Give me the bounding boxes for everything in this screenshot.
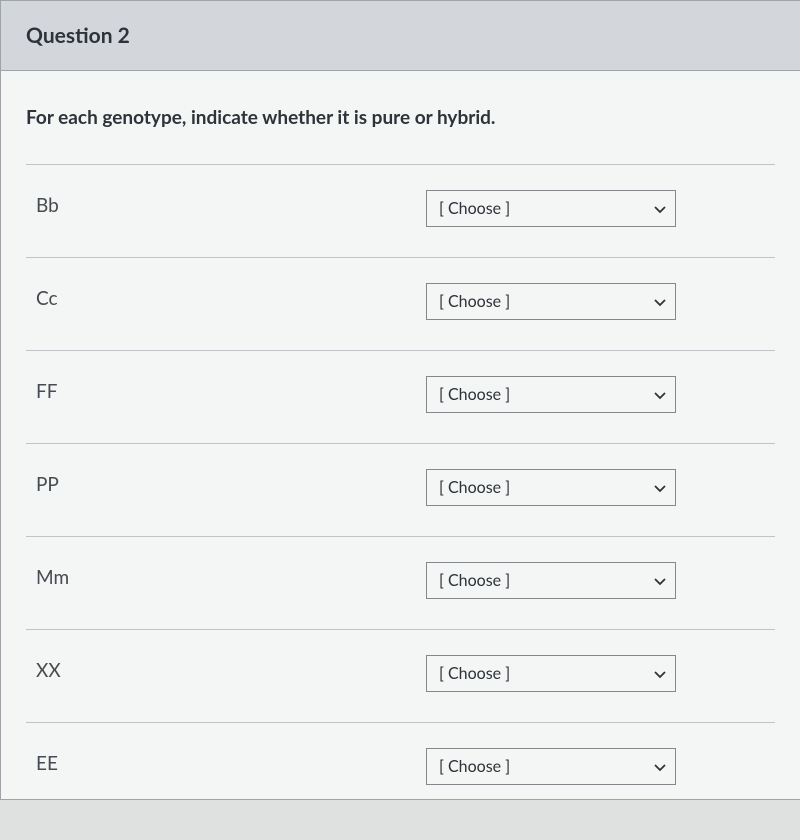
select-wrapper: [ Choose ] (426, 376, 676, 413)
question-prompt: For each genotype, indicate whether it i… (26, 106, 775, 129)
genotype-select-bb[interactable]: [ Choose ] (426, 190, 676, 227)
genotype-select-mm[interactable]: [ Choose ] (426, 562, 676, 599)
genotype-row: Cc [ Choose ] (26, 257, 775, 350)
question-container: Question 2 For each genotype, indicate w… (0, 0, 800, 800)
genotype-select-cc[interactable]: [ Choose ] (426, 283, 676, 320)
genotype-row: Mm [ Choose ] (26, 536, 775, 629)
genotype-row: FF [ Choose ] (26, 350, 775, 443)
select-wrapper: [ Choose ] (426, 562, 676, 599)
genotype-row: PP [ Choose ] (26, 443, 775, 536)
genotype-label-mm: Mm (36, 562, 426, 589)
select-wrapper: [ Choose ] (426, 655, 676, 692)
question-title: Question 2 (26, 23, 775, 48)
genotype-select-pp[interactable]: [ Choose ] (426, 469, 676, 506)
select-wrapper: [ Choose ] (426, 748, 676, 785)
genotype-select-ff[interactable]: [ Choose ] (426, 376, 676, 413)
question-header: Question 2 (1, 1, 800, 71)
genotype-label-pp: PP (36, 469, 426, 496)
genotype-label-ee: EE (36, 748, 426, 775)
genotype-select-ee[interactable]: [ Choose ] (426, 748, 676, 785)
genotype-label-cc: Cc (36, 283, 426, 310)
genotype-label-ff: FF (36, 376, 426, 403)
question-body: For each genotype, indicate whether it i… (1, 71, 800, 840)
select-wrapper: [ Choose ] (426, 283, 676, 320)
genotype-row: EE [ Choose ] (26, 722, 775, 815)
genotype-select-xx[interactable]: [ Choose ] (426, 655, 676, 692)
genotype-row: Bb [ Choose ] (26, 164, 775, 257)
genotype-label-xx: XX (36, 655, 426, 682)
genotype-row: XX [ Choose ] (26, 629, 775, 722)
select-wrapper: [ Choose ] (426, 469, 676, 506)
genotype-label-bb: Bb (36, 190, 426, 217)
select-wrapper: [ Choose ] (426, 190, 676, 227)
